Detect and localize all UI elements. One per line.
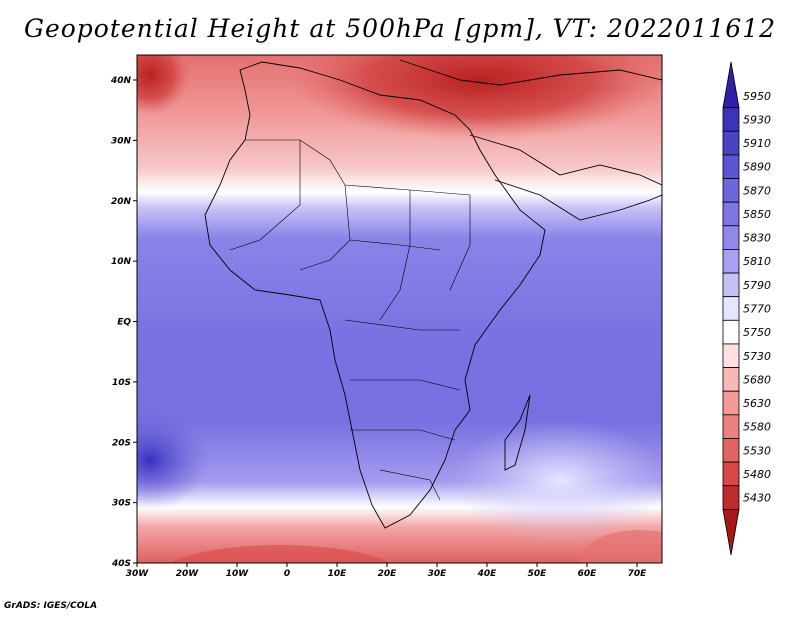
lon-tick-label: 30E bbox=[428, 569, 448, 579]
lon-tick-label: 70E bbox=[628, 569, 648, 579]
colorbar-label: 5430 bbox=[743, 492, 771, 505]
lat-tick-label: 30N bbox=[111, 136, 132, 146]
colorbar-swatch bbox=[722, 201, 740, 227]
colorbar-label: 5530 bbox=[743, 444, 771, 457]
lat-tick-label: 20S bbox=[112, 438, 131, 448]
lon-tick-label: 40E bbox=[477, 569, 498, 579]
colorbar-label: 5870 bbox=[743, 184, 771, 197]
lon-tick-label: 0 bbox=[284, 569, 290, 579]
contour-field bbox=[137, 55, 662, 563]
south-west-blue-core bbox=[137, 410, 210, 510]
colorbar-swatch bbox=[722, 130, 740, 156]
lon-tick-label: 20E bbox=[378, 569, 398, 579]
colorbar: 5950 5930 5910 5890 5870 5850 5830 5810 5790 5770… bbox=[722, 61, 771, 556]
south-red-core bbox=[170, 545, 390, 563]
colorbar-swatch bbox=[722, 107, 740, 132]
lon-tick-label: 20W bbox=[176, 569, 200, 579]
colorbar-label: 5750 bbox=[743, 326, 771, 339]
colorbar-label: 5830 bbox=[743, 232, 771, 245]
southeast-red-core bbox=[580, 530, 662, 563]
colorbar-label: 5790 bbox=[743, 279, 771, 292]
colorbar-label: 5850 bbox=[743, 208, 771, 221]
lat-tick-label: 30S bbox=[112, 499, 131, 509]
colorbar-label: 5810 bbox=[743, 255, 771, 268]
country-borders bbox=[229, 139, 471, 501]
colorbar-swatch bbox=[722, 272, 740, 298]
lon-tick-label: 50E bbox=[528, 569, 548, 579]
north-high-core bbox=[290, 55, 662, 140]
colorbar-swatch bbox=[722, 414, 740, 439]
colorbar-swatch bbox=[722, 438, 740, 463]
colorbar-label: 5730 bbox=[743, 350, 771, 363]
colorbar-bottom-arrow bbox=[722, 508, 740, 556]
colorbar-swatch bbox=[722, 343, 740, 368]
lat-tick-label: 10N bbox=[111, 257, 132, 267]
colorbar-label: 5950 bbox=[743, 90, 771, 103]
lon-tick-label: 30W bbox=[126, 569, 150, 579]
colorbar-label: 5910 bbox=[743, 137, 771, 150]
colorbar-swatch bbox=[722, 154, 740, 179]
northwest-red-core bbox=[137, 55, 190, 115]
latitude-axis: 40N 30N 20N 10N EQ 10S 20S 30S 40S bbox=[110, 76, 137, 569]
lon-tick-label: 10E bbox=[328, 569, 348, 579]
colorbar-swatch bbox=[722, 225, 740, 250]
lon-tick-label: 10W bbox=[226, 569, 250, 579]
lat-tick-label: EQ bbox=[117, 318, 131, 328]
grads-credit: GrADS: IGES/COLA bbox=[4, 601, 98, 611]
colorbar-swatch bbox=[722, 296, 740, 321]
colorbar-swatch bbox=[722, 485, 740, 510]
colorbar-label: 5930 bbox=[743, 113, 771, 126]
colorbar-swatch bbox=[722, 367, 740, 392]
lat-tick-label: 20N bbox=[111, 197, 132, 207]
lat-tick-label: 10S bbox=[112, 378, 131, 388]
lon-tick-label: 60E bbox=[578, 569, 598, 579]
colorbar-swatch bbox=[722, 319, 740, 345]
colorbar-swatch bbox=[722, 178, 740, 203]
colorbar-top-arrow bbox=[722, 61, 740, 109]
map-frame bbox=[136, 54, 663, 564]
colorbar-label: 5680 bbox=[743, 373, 771, 386]
colorbar-label: 5770 bbox=[743, 303, 771, 316]
south-east-pale-zone bbox=[450, 420, 662, 540]
colorbar-label: 5890 bbox=[743, 161, 771, 174]
colorbar-swatch bbox=[722, 461, 740, 487]
colorbar-label: 5480 bbox=[743, 468, 771, 481]
chart-title: Geopotential Height at 500hPa [gpm], VT:… bbox=[23, 14, 777, 43]
lat-tick-label: 40N bbox=[110, 76, 132, 86]
coastlines bbox=[204, 59, 662, 529]
colorbar-swatch bbox=[722, 390, 740, 416]
colorbar-label: 5630 bbox=[743, 397, 771, 410]
colorbar-label: 5580 bbox=[743, 421, 771, 434]
lat-tick-label: 40S bbox=[111, 559, 131, 569]
longitude-axis: 30W 20W 10W 0 10E 20E 30E 40E 50E 60E 70E bbox=[126, 563, 647, 579]
colorbar-swatch bbox=[722, 249, 740, 274]
